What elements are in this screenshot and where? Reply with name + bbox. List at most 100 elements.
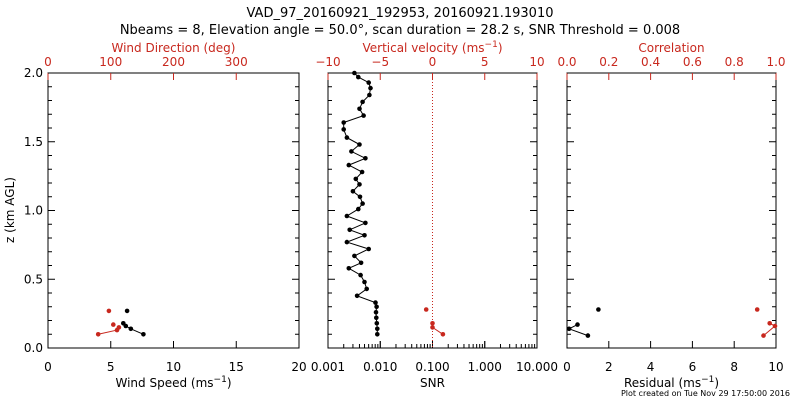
data-point [106, 308, 112, 314]
data-point [95, 332, 101, 337]
top-tick-label: 0.4 [641, 55, 660, 69]
bottom-tick-label: 10.000 [516, 360, 558, 374]
chart-title: VAD_97_20160921_192953, 20160921.193010 [247, 6, 554, 21]
top-tick-label: 1.0 [766, 55, 785, 69]
top-axis-label: Vertical velocity (ms−1) [362, 40, 502, 55]
data-point [423, 307, 429, 312]
data-point [360, 99, 365, 105]
top-axis-label: Wind Direction (deg) [112, 41, 236, 55]
data-point [354, 293, 360, 299]
top-tick-label: 0.0 [557, 55, 576, 69]
bottom-axis-label: SNR [420, 376, 445, 390]
data-point [374, 315, 379, 321]
data-point [366, 246, 372, 252]
data-point [430, 325, 435, 330]
data-point [141, 332, 146, 337]
data-point [430, 321, 435, 326]
plot-frame [47, 72, 300, 349]
data-point [596, 307, 601, 312]
bottom-tick-label: 0.100 [415, 360, 449, 374]
data-point [357, 182, 362, 187]
y-tick-label: 0.0 [24, 341, 43, 355]
bottom-tick-label: 15 [229, 360, 244, 374]
bottom-tick-label: 4 [647, 360, 655, 374]
top-tick-label: 0.8 [725, 55, 744, 69]
data-point [364, 286, 370, 292]
data-point [360, 201, 365, 206]
data-point [754, 307, 760, 312]
data-point [375, 332, 380, 337]
data-point [352, 253, 357, 259]
bottom-tick-label: 0.010 [363, 360, 397, 374]
data-point [341, 127, 347, 132]
data-point [368, 85, 373, 91]
data-point [772, 323, 778, 329]
data-point [440, 332, 446, 337]
chart-subtitle: Nbeams = 8, Elevation angle = 50.0°, sca… [120, 23, 680, 38]
bottom-tick-label: 1.000 [468, 360, 502, 374]
data-point [128, 326, 134, 332]
wind-panel: 0 5 10 15 20 Wind Speed (ms−1) 0 100 200 300Wind … [24, 41, 307, 390]
bottom-tick-label: 6 [689, 360, 697, 374]
data-point [761, 333, 766, 338]
data-point [767, 321, 772, 326]
data-point [585, 333, 591, 338]
data-point [349, 149, 354, 154]
data-point [344, 239, 350, 245]
data-point [346, 162, 352, 168]
y-axis-label: z (km AGL) [3, 177, 17, 243]
top-tick-label: −10 [315, 55, 340, 69]
y-tick-label: 2.0 [24, 66, 43, 80]
data-point [361, 113, 366, 118]
snr-panel: 0.001 0.010 0.100 1.000 10.000 SNR −10 −5 0 5 10 Ve… [311, 40, 558, 390]
top-tick-label: 0 [429, 55, 437, 69]
y-tick-label: 1.5 [24, 135, 43, 149]
data-point [111, 322, 116, 327]
bottom-axis-label: Wind Speed (ms−1) [116, 375, 232, 390]
bottom-axis-label: Residual (ms−1) [624, 375, 719, 390]
data-point [356, 74, 361, 80]
top-axis-label: Correlation [638, 41, 704, 55]
y-tick-label: 0.5 [24, 272, 43, 286]
top-tick-label: 100 [99, 55, 122, 69]
data-point [121, 321, 126, 326]
data-point [124, 308, 130, 314]
data-point [357, 106, 362, 112]
data-point [352, 70, 357, 76]
data-point [347, 227, 353, 233]
data-point [363, 156, 368, 161]
data-point [363, 220, 368, 226]
data-point [362, 279, 367, 285]
data-point [374, 321, 380, 326]
plot-frame [566, 72, 777, 349]
data-point [353, 176, 359, 182]
top-tick-label: 0 [44, 55, 52, 69]
bottom-tick-label: 8 [730, 360, 738, 374]
data-point [367, 92, 372, 98]
top-tick-label: 0.2 [599, 55, 618, 69]
data-point [344, 135, 350, 140]
bottom-tick-label: 2 [605, 360, 613, 374]
top-tick-label: −5 [371, 55, 389, 69]
bottom-tick-label: 5 [107, 360, 115, 374]
data-point [366, 80, 372, 85]
bottom-tick-label: 0 [44, 360, 52, 374]
footer-note: Plot created on Tue Nov 29 17:50:00 2016 [621, 389, 790, 398]
data-point [373, 310, 379, 315]
data-point [359, 169, 365, 175]
data-point [350, 189, 356, 194]
top-tick-label: 300 [225, 55, 248, 69]
data-point [344, 213, 350, 219]
data-point [374, 304, 379, 310]
data-point [346, 266, 352, 271]
data-point [116, 325, 122, 330]
bottom-tick-label: 10 [166, 360, 181, 374]
top-tick-label: 0.6 [683, 55, 702, 69]
data-point [566, 326, 572, 332]
y-tick-label: 1.0 [24, 204, 43, 218]
data-point [358, 272, 363, 278]
data-point [575, 322, 580, 327]
data-point [357, 194, 363, 200]
bottom-tick-label: 10 [768, 360, 783, 374]
